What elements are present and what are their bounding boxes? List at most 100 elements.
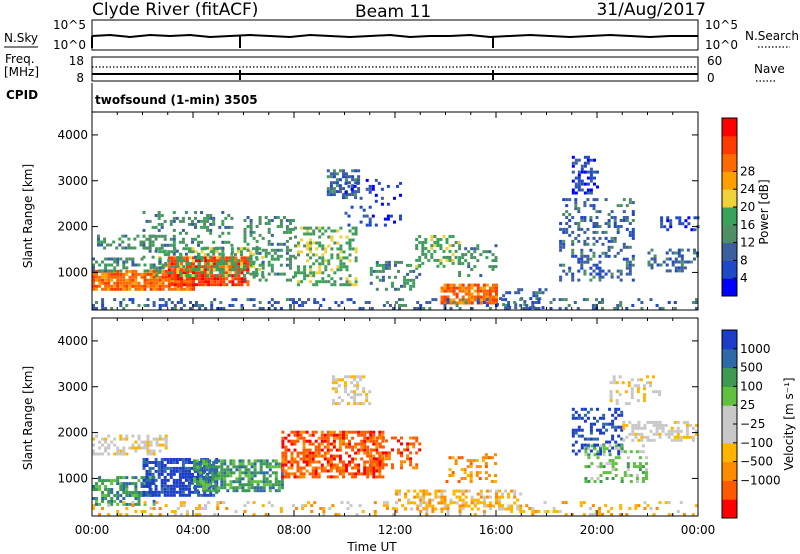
data-cell xyxy=(255,251,259,255)
data-cell xyxy=(191,472,194,476)
data-cell xyxy=(418,235,422,238)
data-cell xyxy=(243,236,247,240)
data-cell xyxy=(152,284,156,288)
data-cell xyxy=(116,284,120,288)
data-cell xyxy=(345,196,348,200)
data-cell xyxy=(595,222,599,225)
data-cell xyxy=(433,258,437,262)
data-cell xyxy=(110,488,114,491)
data-cell xyxy=(641,477,645,480)
data-cell xyxy=(520,288,524,292)
data-cell xyxy=(323,454,327,458)
data-cell xyxy=(252,501,256,505)
data-cell xyxy=(210,268,214,272)
data-cell xyxy=(351,169,355,173)
data-cell xyxy=(586,176,590,180)
data-cell xyxy=(372,457,376,461)
data-cell xyxy=(378,457,382,461)
data-cell xyxy=(674,251,678,255)
data-cell xyxy=(243,239,247,243)
data-cell xyxy=(107,479,111,483)
data-cell xyxy=(398,298,401,302)
data-cell xyxy=(589,167,593,171)
data-cell xyxy=(249,260,253,264)
data-cell xyxy=(170,307,174,310)
data-cell xyxy=(127,237,131,241)
data-cell xyxy=(145,219,149,223)
data-cell xyxy=(219,283,223,287)
data-cell xyxy=(446,507,450,510)
data-cell xyxy=(368,217,372,221)
data-cell xyxy=(433,235,437,238)
data-cell xyxy=(653,260,657,264)
data-cell xyxy=(194,216,197,220)
data-cell xyxy=(158,247,162,251)
data-cell xyxy=(182,256,186,260)
data-cell xyxy=(256,471,260,475)
data-cell xyxy=(179,280,183,284)
data-cell xyxy=(401,304,405,307)
data-cell xyxy=(215,262,219,266)
data-cell xyxy=(176,274,180,278)
data-cell xyxy=(591,504,595,508)
data-cell xyxy=(290,472,294,476)
data-cell xyxy=(630,396,634,400)
data-cell xyxy=(348,430,351,434)
data-cell xyxy=(326,436,330,440)
data-cell xyxy=(240,256,244,260)
data-cell xyxy=(631,201,635,205)
data-cell xyxy=(119,513,123,516)
data-cell xyxy=(161,281,165,285)
data-cell xyxy=(571,161,575,165)
data-cell xyxy=(228,265,232,269)
data-cell xyxy=(460,456,464,460)
data-cell xyxy=(339,283,343,287)
data-cell xyxy=(246,216,250,219)
data-cell xyxy=(387,260,391,264)
data-cell xyxy=(213,283,217,287)
data-cell xyxy=(391,463,394,467)
data-cell xyxy=(595,225,599,228)
data-cell xyxy=(146,278,150,282)
data-cell xyxy=(188,461,191,464)
data-cell xyxy=(602,447,606,451)
data-cell xyxy=(185,277,189,281)
data-cell xyxy=(498,504,501,508)
data-cell xyxy=(192,280,195,284)
data-cell xyxy=(188,475,191,479)
data-cell xyxy=(321,262,325,266)
data-cell xyxy=(577,188,581,192)
data-cell xyxy=(461,507,465,510)
data-cell xyxy=(634,507,638,510)
data-cell xyxy=(192,284,195,288)
data-cell xyxy=(97,234,100,238)
data-cell xyxy=(287,448,291,452)
data-cell xyxy=(194,250,198,254)
data-cell xyxy=(222,280,226,284)
data-cell xyxy=(273,216,277,219)
data-cell xyxy=(277,480,281,484)
data-cell xyxy=(148,246,152,250)
data-cell xyxy=(372,442,376,446)
data-cell xyxy=(660,222,664,226)
data-cell xyxy=(682,513,686,516)
data-cell xyxy=(374,199,378,203)
data-cell xyxy=(604,222,608,225)
data-cell xyxy=(134,287,138,291)
data-cell xyxy=(175,216,179,220)
data-cell xyxy=(118,237,122,241)
data-cell xyxy=(416,504,420,508)
data-cell xyxy=(274,480,278,484)
data-cell xyxy=(595,210,599,214)
data-cell xyxy=(535,297,539,301)
data-cell xyxy=(157,490,161,494)
data-cell xyxy=(145,237,149,241)
data-cell xyxy=(311,469,315,473)
data-cell xyxy=(562,227,566,231)
data-cell xyxy=(634,504,638,508)
data-cell xyxy=(334,513,338,516)
data-cell xyxy=(646,504,650,508)
data-cell xyxy=(252,298,256,302)
data-cell xyxy=(229,471,233,475)
data-cell xyxy=(252,271,256,274)
